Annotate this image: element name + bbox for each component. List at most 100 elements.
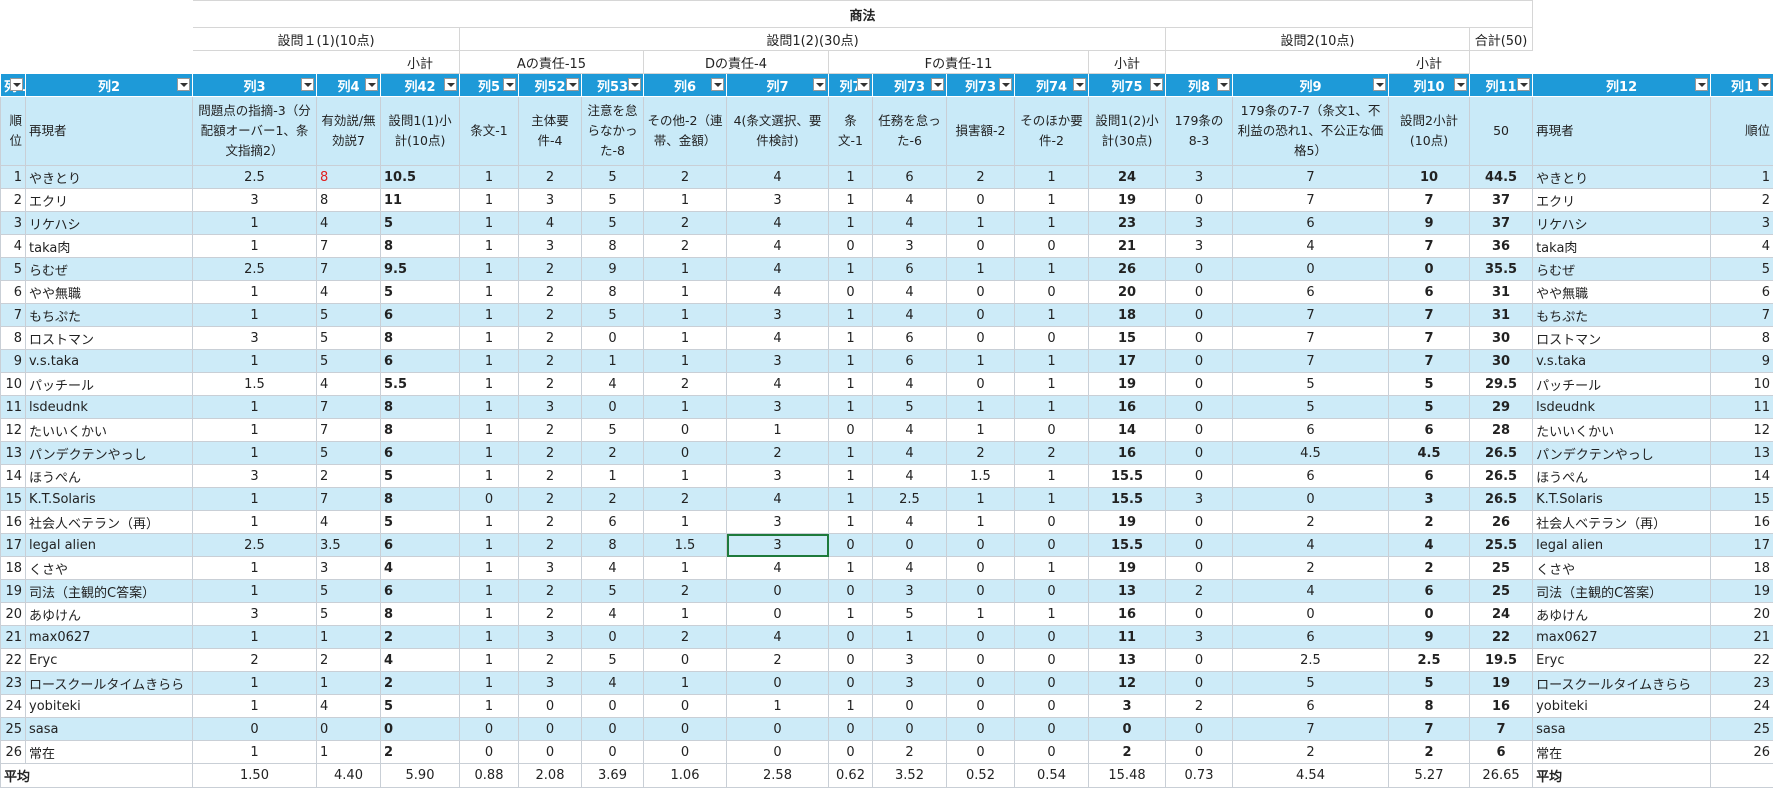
filter-button[interactable] [628, 78, 641, 91]
score-cell: 5 [1233, 396, 1389, 419]
score-cell: 1 [644, 304, 727, 327]
filter-button[interactable] [1758, 78, 1771, 91]
score-cell: 7 [317, 419, 381, 442]
score-cell: 0 [644, 741, 727, 764]
name-cell: もちぷた [1533, 304, 1711, 327]
score-cell: 1 [947, 396, 1015, 419]
score-cell: 0 [582, 626, 644, 649]
score-cell: 1 [947, 212, 1015, 235]
column-label: 設問1(1)小計(10点) [381, 97, 460, 166]
column-label: 問題点の指摘-3（分配額オーバー1、条文指摘2） [193, 97, 317, 166]
score-cell: 31 [1470, 281, 1533, 304]
score-cell: 3 [519, 672, 582, 695]
score-cell: 4 [519, 212, 582, 235]
filter-button[interactable] [10, 78, 23, 91]
filter-button[interactable] [301, 78, 314, 91]
name-cell: たいいくかい [26, 419, 193, 442]
score-cell: 26 [1089, 258, 1166, 281]
score-cell: 5 [873, 396, 947, 419]
score-cell: 7 [1389, 327, 1470, 350]
column-header: 列1 [1, 74, 26, 97]
score-cell: 0 [829, 718, 873, 741]
score-cell: 6 [1389, 465, 1470, 488]
score-cell: 5 [381, 465, 460, 488]
score-cell: 5 [381, 511, 460, 534]
filter-button[interactable] [1454, 78, 1467, 91]
score-cell: 1 [460, 235, 519, 258]
score-cell: 0 [829, 419, 873, 442]
filter-button[interactable] [1150, 78, 1163, 91]
filter-button[interactable] [813, 78, 826, 91]
filter-button[interactable] [1373, 78, 1386, 91]
column-header: 列9 [1233, 74, 1389, 97]
score-cell: 2 [519, 580, 582, 603]
filter-button[interactable] [1695, 78, 1708, 91]
filter-button[interactable] [365, 78, 378, 91]
score-cell: 1 [1015, 603, 1089, 626]
score-cell: 1 [829, 212, 873, 235]
rank-cell: 19 [1711, 580, 1773, 603]
filter-button[interactable] [1517, 78, 1530, 91]
score-cell: 2 [1166, 695, 1233, 718]
filter-button[interactable] [444, 78, 457, 91]
filter-button[interactable] [931, 78, 944, 91]
score-cell: 21 [1089, 235, 1166, 258]
score-cell: 1 [1015, 212, 1089, 235]
score-cell: 1 [460, 258, 519, 281]
score-cell: 0 [947, 672, 1015, 695]
score-cell: 2 [317, 649, 381, 672]
column-header: 列52 [519, 74, 582, 97]
filter-button[interactable] [999, 78, 1012, 91]
score-cell: 1 [460, 649, 519, 672]
name-cell: くさや [1533, 557, 1711, 580]
score-cell: 4 [727, 235, 829, 258]
score-cell: 19 [1089, 373, 1166, 396]
score-cell: 1 [460, 442, 519, 465]
empty-cell [1, 1, 193, 28]
score-cell: 7 [317, 396, 381, 419]
score-cell: 1 [829, 442, 873, 465]
score-cell: 4 [582, 603, 644, 626]
score-cell: 1 [193, 396, 317, 419]
column-header: 列74 [1015, 74, 1089, 97]
name-cell: やきとり [1533, 166, 1711, 189]
empty-cell [1533, 1, 1773, 28]
score-cell: 4 [727, 327, 829, 350]
score-cell: 4 [1233, 534, 1389, 557]
name-cell: パッチール [1533, 373, 1711, 396]
score-cell: 0 [829, 235, 873, 258]
score-cell: 4 [873, 212, 947, 235]
column-label: 179条の7-7（条文1、不利益の恐れ1、不公正な価格5） [1233, 97, 1389, 166]
rank-cell: 9 [1711, 350, 1773, 373]
score-cell: 8 [381, 419, 460, 442]
score-cell: 0 [727, 580, 829, 603]
score-cell: 1 [829, 258, 873, 281]
filter-button[interactable] [1217, 78, 1230, 91]
score-cell: 1 [460, 603, 519, 626]
score-cell: 0 [1015, 718, 1089, 741]
score-cell: 4 [727, 281, 829, 304]
column-name: 列74 [1036, 80, 1067, 95]
filter-button[interactable] [711, 78, 724, 91]
score-cell: 0 [1166, 419, 1233, 442]
score-cell: 1 [460, 557, 519, 580]
filter-button[interactable] [177, 78, 190, 91]
name-cell: K.T.Solaris [1533, 488, 1711, 511]
score-cell: 24 [1089, 166, 1166, 189]
score-cell: 7 [1389, 189, 1470, 212]
score-cell: 5 [317, 580, 381, 603]
filter-button[interactable] [566, 78, 579, 91]
filter-button[interactable] [1073, 78, 1086, 91]
score-cell: 6 [1470, 741, 1533, 764]
score-cell: 0 [1015, 672, 1089, 695]
score-cell: 4 [582, 672, 644, 695]
filter-button[interactable] [503, 78, 516, 91]
score-cell: 3 [519, 557, 582, 580]
filter-button[interactable] [857, 78, 870, 91]
score-cell: 2 [519, 350, 582, 373]
score-cell: 1 [193, 511, 317, 534]
